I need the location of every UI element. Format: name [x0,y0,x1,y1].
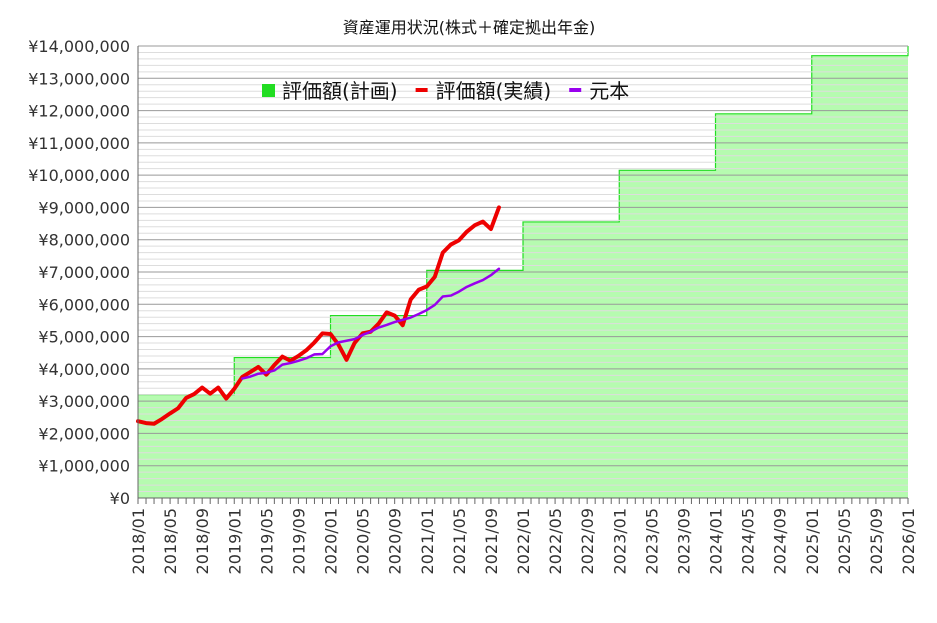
x-tick-label: 2018/05 [161,508,180,574]
x-tick-label: 2020/05 [354,508,373,574]
y-tick-label: ¥7,000,000 [38,263,130,282]
y-tick-label: ¥2,000,000 [38,424,130,443]
axis-layer: ¥0 ¥1,000,000 ¥2,000,000 ¥3,000,000 ¥4,000,0… [28,37,918,574]
y-tick-label: ¥8,000,000 [38,231,130,250]
y-tick-label: ¥0 [110,489,130,508]
x-tick-label: 2024/01 [707,508,726,574]
y-tick-label: ¥14,000,000 [28,37,130,56]
x-tick-label: 2022/01 [514,508,533,574]
y-tick-label: ¥6,000,000 [38,295,130,314]
x-tick-label: 2019/05 [257,508,276,574]
x-tick-label: 2018/01 [129,508,148,574]
x-tick-label: 2018/09 [193,508,212,574]
legend-label: 元本 [589,79,629,103]
y-tick-label: ¥4,000,000 [38,360,130,379]
x-tick-label: 2023/01 [610,508,629,574]
x-tick-label: 2022/05 [546,508,565,574]
grid-layer [138,45,908,499]
x-tick-label: 2020/01 [322,508,341,574]
y-tick-label: ¥9,000,000 [38,198,130,217]
actual-value-line [136,205,501,426]
x-tick-label: 2025/09 [867,508,886,574]
y-tick-label: ¥13,000,000 [28,69,130,88]
principal-line [241,267,501,380]
x-tick-label: 2019/01 [225,508,244,574]
x-tick-label: 2024/05 [739,508,758,574]
x-tick-label: 2023/05 [642,508,661,574]
x-tick-label: 2022/09 [578,508,597,574]
x-tick-label: 2025/05 [835,508,854,574]
x-tick-label: 2024/09 [771,508,790,574]
x-tick-label: 2026/01 [899,508,918,574]
y-tick-label: ¥12,000,000 [28,102,130,121]
legend-label: 評価額(計画) [282,79,398,103]
y-tick-label: ¥5,000,000 [38,328,130,347]
x-tick-label: 2020/09 [386,508,405,574]
x-tick-label: 2025/01 [803,508,822,574]
x-tick-label: 2021/09 [482,508,501,574]
legend-label: 評価額(実績) [436,79,552,103]
legend: 評価額(計画) 評価額(実績) 元本 [262,79,629,103]
x-tick-label: 2019/09 [289,508,308,574]
x-tick-label: 2023/09 [674,508,693,574]
series-line-layer [136,205,501,426]
y-tick-label: ¥1,000,000 [38,457,130,476]
legend-swatch-plan [262,84,275,97]
chart-title: 資産運用状況(株式＋確定拠出年金) [343,18,596,37]
y-tick-label: ¥10,000,000 [28,166,130,185]
y-tick-label: ¥3,000,000 [38,392,130,411]
x-tick-label: 2021/01 [418,508,437,574]
y-tick-label: ¥11,000,000 [28,134,130,153]
x-tick-label: 2021/05 [450,508,469,574]
